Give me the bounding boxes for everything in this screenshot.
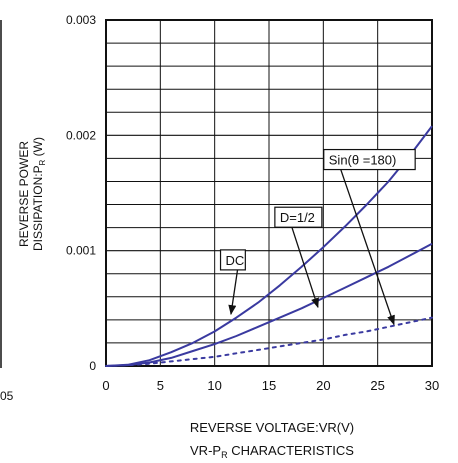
y-tick-label: 0.001 xyxy=(66,244,96,258)
annotation-box xyxy=(274,206,323,228)
y-axis-label-line1: REVERSE POWER xyxy=(17,141,31,247)
annotation-arrow xyxy=(228,269,239,316)
y-axis-label: REVERSE POWER DISSIPATION:PR (W) xyxy=(17,137,47,251)
annotation-box xyxy=(219,249,246,271)
x-tick-label: 15 xyxy=(262,378,276,393)
x-tick-label: 25 xyxy=(370,378,384,393)
annotation-arrow xyxy=(291,227,319,309)
series-line xyxy=(105,316,433,367)
series-line xyxy=(105,242,433,367)
x-axis-label: REVERSE VOLTAGE:VR(V) xyxy=(190,420,354,435)
y-tick-label: 0 xyxy=(89,359,96,373)
y-tick-labels: 0 0.001 0.002 0.003 xyxy=(66,13,96,373)
x-tick-labels: 0 5 10 15 20 25 30 xyxy=(102,378,439,393)
y-axis-label-line2: DISSIPATION:PR (W) xyxy=(31,137,47,251)
series-line xyxy=(105,125,433,367)
left-edge-fragment: 05 xyxy=(0,389,14,403)
annotations: Sin(θ =180) D=1/2 DC xyxy=(219,148,416,326)
x-tick-label: 10 xyxy=(207,378,221,393)
x-tick-label: 20 xyxy=(316,378,330,393)
chart-caption: VR-PR CHARACTERISTICS xyxy=(190,443,354,460)
annotation-label: DC xyxy=(226,253,245,268)
annotation-label: Sin(θ =180) xyxy=(329,153,397,168)
y-tick-label: 0.003 xyxy=(66,13,96,27)
x-tick-label: 30 xyxy=(425,378,439,393)
annotation-arrow xyxy=(340,169,395,326)
annotation-label: D=1/2 xyxy=(280,210,315,225)
y-tick-label: 0.002 xyxy=(66,128,96,142)
x-tick-label: 0 xyxy=(102,378,109,393)
series-lines xyxy=(105,125,433,367)
plot-frame xyxy=(105,19,433,367)
grid xyxy=(106,20,432,366)
x-tick-label: 5 xyxy=(157,378,164,393)
annotation-box xyxy=(323,148,416,171)
